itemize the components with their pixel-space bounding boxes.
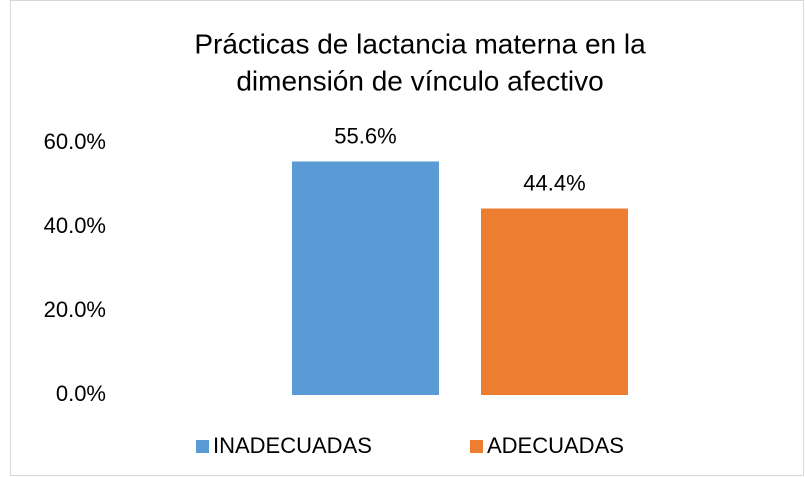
legend-label: ADECUADAS [487,433,624,458]
value-label: 55.6% [334,123,396,148]
chart-title: Prácticas de lactancia materna en la [194,28,646,59]
chart-title: dimensión de vínculo afectivo [236,65,603,96]
y-tick-label: 20.0% [44,297,106,322]
y-tick-label: 40.0% [44,213,106,238]
legend-label: INADECUADAS [213,433,372,458]
legend-swatch [196,440,209,453]
value-label: 44.4% [523,170,585,195]
y-tick-label: 60.0% [44,129,106,154]
bar [292,161,439,395]
y-tick-label: 0.0% [56,381,106,406]
bar [481,208,628,395]
legend-swatch [470,440,483,453]
